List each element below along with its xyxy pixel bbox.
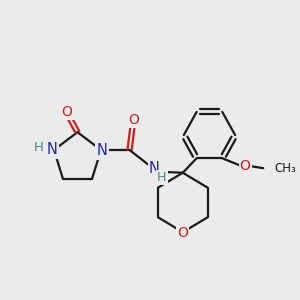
Text: H: H (34, 142, 44, 154)
Text: O: O (128, 113, 139, 127)
Text: N: N (97, 143, 107, 158)
Text: CH₃: CH₃ (274, 162, 296, 175)
Text: N: N (149, 161, 160, 176)
Text: H: H (157, 171, 167, 184)
Text: O: O (177, 226, 188, 240)
Text: O: O (240, 159, 250, 173)
Text: O: O (61, 105, 73, 119)
Text: N: N (46, 142, 58, 158)
